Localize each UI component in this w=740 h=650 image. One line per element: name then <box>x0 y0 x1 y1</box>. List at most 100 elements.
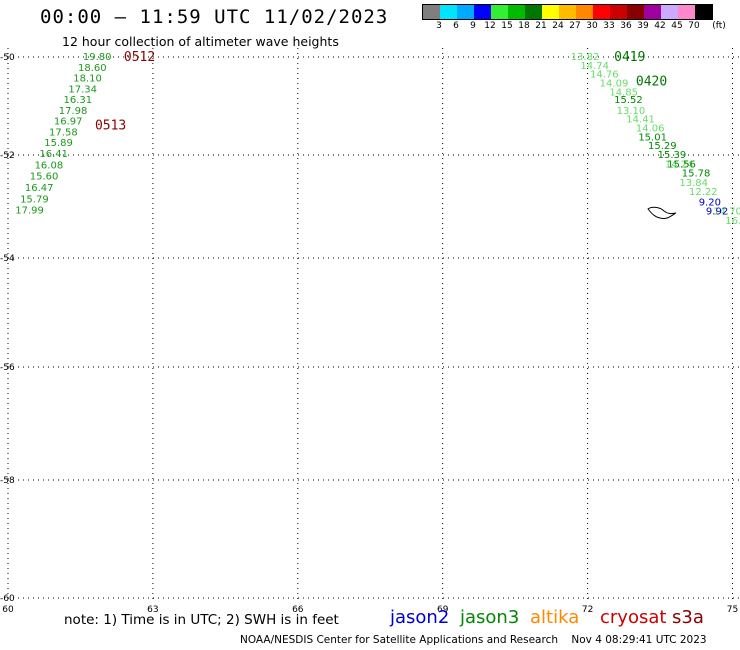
colorbar-swatch <box>559 5 576 19</box>
swh-label: 16.97 <box>54 117 83 128</box>
map-title: 00:00 – 11:59 UTC 11/02/2023 <box>40 6 389 28</box>
colorbar-swatch <box>644 5 661 19</box>
time-labels: 0512 0513 0419 0420 <box>95 50 667 134</box>
colorbar-label: 42 <box>654 21 666 31</box>
colorbar-label: 18 <box>518 21 530 31</box>
satellite-legend-s3a: s3a <box>672 607 704 628</box>
altimeter-tracks: 19.8018.6018.1017.3416.3117.9816.9717.58… <box>15 52 740 227</box>
swh-label: 14.24 <box>665 159 694 170</box>
lat-tick-label: -50 <box>0 53 15 63</box>
swh-label: 14.09 <box>600 78 629 89</box>
island-outline <box>647 206 677 219</box>
colorbar-label: 21 <box>535 21 547 31</box>
swh-label: 13.84 <box>679 178 708 189</box>
lat-tick-label: -52 <box>0 151 15 161</box>
map-subtitle: 12 hour collection of altimeter wave hei… <box>62 34 339 49</box>
swh-label: 15.29 <box>648 141 677 152</box>
swh-label: 17.98 <box>59 106 88 117</box>
pass-time-label: 0512 <box>124 50 155 65</box>
swh-label: 16.47 <box>25 183 54 194</box>
colorbar-swatch <box>695 5 712 19</box>
lat-tick-label: -60 <box>0 594 15 604</box>
lon-tick-label: 63 <box>147 605 158 615</box>
colorbar-label: 27 <box>569 21 581 31</box>
pass-time-label: 0419 <box>614 50 645 65</box>
colorbar-label: 70 <box>688 21 700 31</box>
satellite-legend-altika: altika <box>530 607 580 628</box>
colorbar-label: 15 <box>501 21 513 31</box>
colorbar-swatch <box>678 5 695 19</box>
lon-tick-label: 75 <box>727 605 738 615</box>
colorbar-swatch <box>457 5 474 19</box>
swh-label: 16.41 <box>39 149 68 160</box>
colorbar-swatch <box>491 5 508 19</box>
swh-label: 14.85 <box>609 87 638 98</box>
pass-time-label: 0513 <box>95 119 126 134</box>
swh-label: 15.78 <box>682 169 711 180</box>
colorbar <box>422 4 713 20</box>
colorbar-label: 33 <box>603 21 615 31</box>
swh-label: 9.92 <box>706 207 728 218</box>
colorbar-label: 24 <box>552 21 564 31</box>
colorbar-swatch <box>576 5 593 19</box>
colorbar-swatch <box>525 5 542 19</box>
swh-label: 16. <box>725 216 740 227</box>
swh-label: 18.10 <box>73 74 102 85</box>
colorbar-swatch <box>661 5 678 19</box>
lon-tick-label: 60 <box>2 605 14 615</box>
pass-time-label: 0420 <box>636 75 667 90</box>
colorbar-label: 45 <box>671 21 683 31</box>
colorbar-swatch <box>542 5 559 19</box>
lat-tick-label: -56 <box>0 363 15 373</box>
swh-label: 15.89 <box>44 138 73 149</box>
swh-label: 12.22 <box>689 187 718 198</box>
colorbar-swatch <box>593 5 610 19</box>
colorbar-swatch <box>423 5 440 19</box>
colorbar-swatch <box>440 5 457 19</box>
satellite-legend-jason3: jason3 <box>460 607 520 628</box>
colorbar-label: 36 <box>620 21 632 31</box>
credit-timestamp: Nov 4 08:29:41 UTC 2023 <box>571 634 707 646</box>
lon-tick-label: 66 <box>292 605 304 615</box>
lon-tick-label: 69 <box>437 605 449 615</box>
colorbar-label: 12 <box>484 21 496 31</box>
swh-label: 15.79 <box>20 194 49 205</box>
colorbar-swatch <box>610 5 627 19</box>
swh-label: 15.56 <box>667 159 696 170</box>
footer-note: note: 1) Time is in UTC; 2) SWH is in fe… <box>64 612 339 628</box>
swh-label: 18.60 <box>78 63 107 74</box>
swh-label: 15.60 <box>30 172 59 183</box>
axis-ticks: 60 63 66 69 72 75 -50 -52 -54 -56 -58 -60 <box>0 53 738 615</box>
swh-label: 13.82 <box>571 52 600 63</box>
swh-label: 14.74 <box>580 61 609 72</box>
colorbar-swatch <box>508 5 525 19</box>
colorbar-swatch <box>474 5 491 19</box>
colorbar-label: 6 <box>453 21 459 31</box>
colorbar-label: 30 <box>586 21 598 31</box>
lat-tick-label: -54 <box>0 254 15 264</box>
swh-label: 15.01 <box>638 132 667 143</box>
satellite-legend-cryosat: cryosat <box>600 607 667 628</box>
swh-label: 14.41 <box>626 115 655 126</box>
swh-label: 9.20 <box>699 197 721 208</box>
swh-label: 17.99 <box>15 206 44 217</box>
swh-label: 14.76 <box>590 70 619 81</box>
lat-tick-label: -58 <box>0 476 15 486</box>
colorbar-label: 3 <box>436 21 442 31</box>
swh-label: 15.52 <box>614 95 643 106</box>
colorbar-label: 39 <box>637 21 649 31</box>
colorbar-swatch <box>627 5 644 19</box>
colorbar-label: (ft) <box>712 21 726 31</box>
swh-label: 14.70 <box>713 207 740 218</box>
colorbar-label: 9 <box>470 21 476 31</box>
swh-label: 17.34 <box>68 84 97 95</box>
swh-label: 19.80 <box>83 52 112 63</box>
swh-label: 16.31 <box>64 95 93 106</box>
credit-line: NOAA/NESDIS Center for Satellite Applica… <box>240 634 707 646</box>
swh-label: 17.58 <box>49 127 78 138</box>
credit-text: NOAA/NESDIS Center for Satellite Applica… <box>240 634 558 646</box>
swh-label: 14.06 <box>636 124 665 135</box>
lon-tick-label: 72 <box>582 605 593 615</box>
swh-label: 15.39 <box>658 150 687 161</box>
